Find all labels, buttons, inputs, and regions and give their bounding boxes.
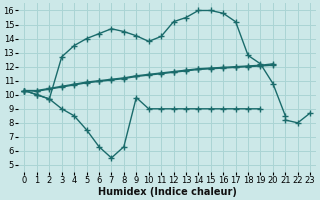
X-axis label: Humidex (Indice chaleur): Humidex (Indice chaleur) — [98, 187, 237, 197]
